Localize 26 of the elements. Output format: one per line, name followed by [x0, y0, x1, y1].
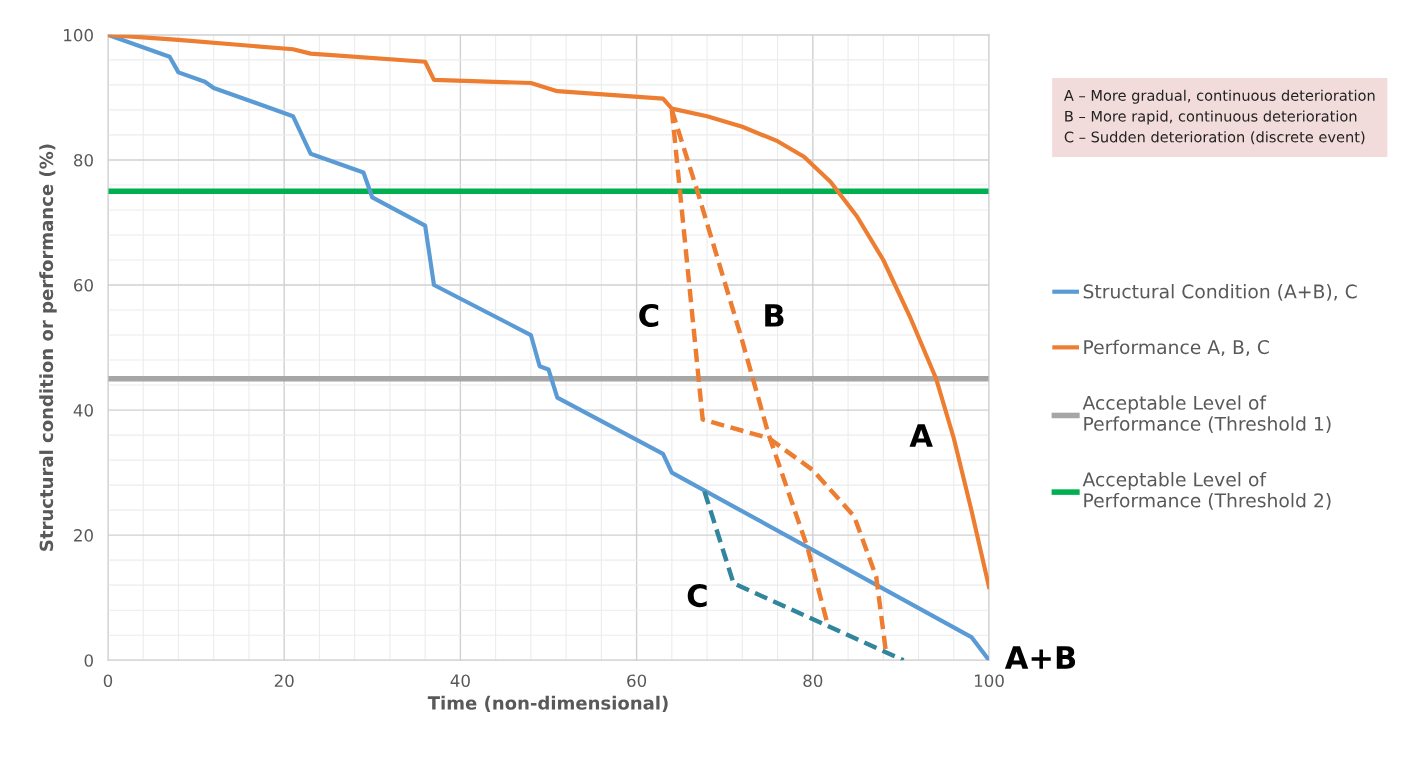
text: A – More gradual, continuous deterioration: [1063, 89, 1375, 104]
x-axis-title: Time (non-dimensional): [427, 695, 668, 712]
x-tick-label: 40: [450, 674, 470, 688]
x-tick-label: 100: [974, 674, 1004, 688]
legend-label: Structural Condition (A+B), C: [1083, 284, 1357, 301]
legend-label: Acceptable Level of Performance (Threshold 1): [1082, 395, 1331, 434]
y-tick-label: 20: [74, 529, 93, 542]
y-tick-label: 40: [73, 404, 93, 417]
y-tick-label: 60: [74, 278, 93, 292]
y-tick-label: 100: [64, 28, 93, 42]
x-tick-label: 20: [274, 674, 294, 688]
text: C – Sudden deterioration (discrete event): [1064, 131, 1365, 145]
legend-label: Performance A, B, C: [1084, 339, 1269, 357]
annotation: C: [687, 584, 707, 608]
text: B – More rapid, continuous deterioration: [1065, 110, 1357, 125]
y-axis-title: Structural condition or performance (%): [39, 144, 57, 551]
text: A+B: [1004, 646, 1076, 669]
x-tick-label: 80: [803, 674, 823, 688]
annotation: C: [639, 303, 659, 328]
y-tick-label: 80: [73, 153, 93, 167]
y-tick-label: 0: [84, 654, 93, 667]
annotation: B: [765, 304, 784, 327]
annotation: A: [909, 424, 933, 447]
x-tick-label: 60: [627, 674, 647, 688]
x-tick-label: 0: [103, 674, 113, 688]
legend-label: Acceptable Level of Performance (Threshold 2): [1082, 471, 1331, 510]
